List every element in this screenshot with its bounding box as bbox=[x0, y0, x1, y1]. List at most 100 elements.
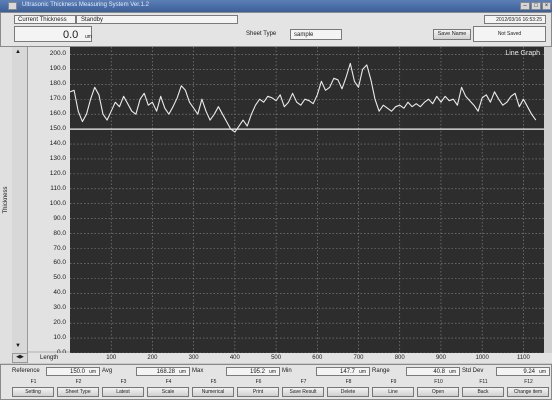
line-graph: Line Graph bbox=[69, 47, 544, 354]
scroll-corner[interactable]: ◀▶ bbox=[12, 353, 28, 363]
stat-value: 147.7 bbox=[339, 369, 355, 375]
y-tick-label: 30.0 bbox=[53, 304, 66, 312]
fkey-number: F9 bbox=[390, 379, 397, 385]
stat-value: 9.24 bbox=[523, 369, 535, 375]
thickness-value: 0.0 bbox=[63, 29, 79, 41]
stat-value: 40.8 bbox=[433, 369, 445, 375]
series-line bbox=[69, 62, 537, 133]
y-tick-label: 120.0 bbox=[49, 169, 66, 177]
fkey-button[interactable]: Line bbox=[372, 387, 414, 397]
fkey-button[interactable]: Change item bbox=[507, 387, 549, 397]
x-tick-label: 700 bbox=[353, 355, 364, 361]
stat-field: 195.2 um bbox=[226, 367, 280, 376]
save-name-button[interactable]: Save Name bbox=[433, 29, 471, 40]
stat-unit: um bbox=[179, 369, 186, 375]
x-tick-label: 600 bbox=[312, 355, 323, 361]
y-tick-label: 50.0 bbox=[53, 274, 66, 282]
stat-field: 150.0 um bbox=[46, 367, 100, 376]
fkey-number: F1 bbox=[30, 379, 37, 385]
fkey-button[interactable]: Delete bbox=[327, 387, 369, 397]
stat-field: 147.7 um bbox=[316, 367, 370, 376]
y-axis-title-strip: Thickness bbox=[0, 47, 12, 363]
y-tick-label: 170.0 bbox=[49, 95, 66, 103]
window-title: Ultrasonic Thickness Measuring System Ve… bbox=[22, 2, 149, 8]
sheet-type-field[interactable]: sample bbox=[290, 29, 342, 40]
y-tick-label: 10.0 bbox=[53, 334, 66, 342]
fkey-button[interactable]: Print bbox=[237, 387, 279, 397]
y-tick-label: 130.0 bbox=[49, 154, 66, 162]
status-field: Standby bbox=[76, 15, 238, 24]
app-icon bbox=[8, 2, 17, 10]
close-icon[interactable]: × bbox=[542, 2, 551, 10]
fkey-number: F10 bbox=[434, 379, 443, 385]
y-axis-label: Thickness bbox=[3, 186, 9, 214]
y-tick-label: 160.0 bbox=[49, 110, 66, 118]
stat-unit: um bbox=[449, 369, 456, 375]
x-tick-label: 500 bbox=[271, 355, 282, 361]
fkey-button[interactable]: Scale bbox=[147, 387, 189, 397]
stat-label: Avg bbox=[102, 368, 113, 374]
x-tick-label: 1000 bbox=[475, 355, 489, 361]
x-tick-label: 800 bbox=[394, 355, 405, 361]
y-tick-label: 40.0 bbox=[53, 289, 66, 297]
stat-field: 168.28 um bbox=[136, 367, 190, 376]
thickness-readout: 0.0 um bbox=[14, 26, 92, 42]
y-tick-label: 150.0 bbox=[49, 125, 66, 133]
y-tick-label: 70.0 bbox=[53, 244, 66, 252]
stat-field: 9.24 um bbox=[496, 367, 550, 376]
x-tick-label: 300 bbox=[188, 355, 199, 361]
function-key-bar: F1 Setting F2 Sheet Type F3 Latest F4 Scale F5 Nu… bbox=[12, 379, 552, 399]
fkey-number: F3 bbox=[120, 379, 127, 385]
y-tick-label: 180.0 bbox=[49, 80, 66, 88]
y-tick-labels: 0.0 10.0 20.0 30.0 40.0 50.0 60.0 70.0 80.0 90.0 1… bbox=[28, 47, 70, 356]
y-tick-label: 60.0 bbox=[53, 259, 66, 267]
datetime-readout: 2012/03/16 16:53:25 bbox=[484, 15, 546, 24]
scroll-down-icon[interactable]: ▼ bbox=[15, 343, 21, 349]
x-tick-label: 200 bbox=[147, 355, 158, 361]
y-tick-label: 110.0 bbox=[50, 184, 66, 192]
x-tick-label: 400 bbox=[229, 355, 240, 361]
fkey-button[interactable]: Back bbox=[462, 387, 504, 397]
y-tick-label: 190.0 bbox=[49, 65, 66, 73]
stat-value: 150.0 bbox=[69, 369, 85, 375]
fkey-number: F7 bbox=[300, 379, 307, 385]
stat-unit: um bbox=[89, 369, 96, 375]
fkey-button[interactable]: Open bbox=[417, 387, 459, 397]
y-tick-label: 200.0 bbox=[49, 50, 66, 58]
stat-unit: um bbox=[359, 369, 366, 375]
fkey-button[interactable]: Save Result bbox=[282, 387, 324, 397]
y-tick-label: 90.0 bbox=[53, 214, 66, 222]
minimize-icon[interactable]: – bbox=[520, 2, 530, 10]
scroll-up-icon[interactable]: ▲ bbox=[15, 49, 21, 55]
y-tick-label: 140.0 bbox=[49, 140, 66, 148]
fkey-number: F11 bbox=[479, 379, 488, 385]
sheet-type-label: Sheet Type bbox=[246, 31, 277, 37]
y-tick-label: 80.0 bbox=[53, 229, 66, 237]
fkey-number: F4 bbox=[165, 379, 172, 385]
stat-label: Std Dev bbox=[462, 368, 484, 374]
x-tick-label: 1100 bbox=[516, 355, 530, 361]
x-axis-label: Length bbox=[40, 355, 59, 361]
vertical-scrollbar[interactable]: ▲ ▼ bbox=[12, 47, 28, 363]
chart-title: Line Graph bbox=[505, 50, 540, 57]
chart-svg bbox=[69, 47, 544, 354]
fkey-button[interactable]: Latest bbox=[102, 387, 144, 397]
stat-value: 195.2 bbox=[249, 369, 265, 375]
y-tick-label: 0.0 bbox=[57, 349, 66, 356]
plot-right-border bbox=[544, 47, 552, 363]
fkey-number: F5 bbox=[210, 379, 217, 385]
save-status-field: Not Saved bbox=[473, 26, 546, 42]
fkey-button[interactable]: Sheet Type bbox=[57, 387, 99, 397]
stat-field: 40.8 um bbox=[406, 367, 460, 376]
fkey-number: F12 bbox=[524, 379, 533, 385]
y-tick-label: 20.0 bbox=[53, 319, 66, 327]
maximize-icon[interactable]: □ bbox=[531, 2, 541, 10]
fkey-button[interactable]: Setting bbox=[12, 387, 54, 397]
statistics-row: Reference 150.0 um Avg 168.28 um Max 195.2 um Min… bbox=[12, 367, 552, 377]
x-tick-label: 100 bbox=[106, 355, 117, 361]
fkey-number: F8 bbox=[345, 379, 352, 385]
fkey-button[interactable]: Numerical bbox=[192, 387, 234, 397]
stat-value: 168.28 bbox=[156, 369, 175, 375]
fkey-number: F2 bbox=[75, 379, 82, 385]
fkey-number: F6 bbox=[255, 379, 262, 385]
